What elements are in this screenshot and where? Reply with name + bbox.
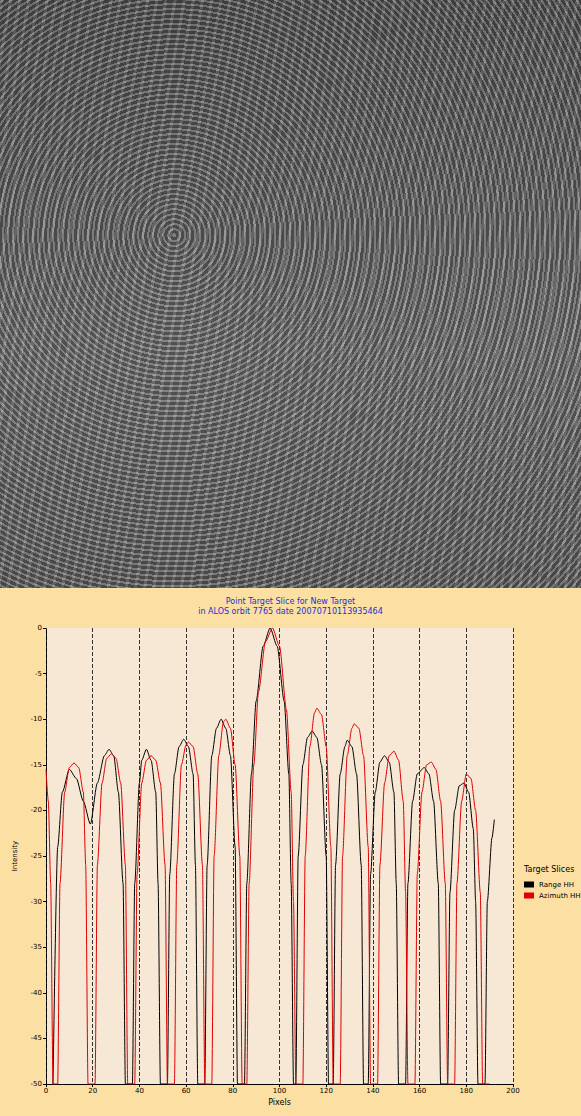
svg-text:-20: -20 [31,806,42,814]
svg-text:-10: -10 [31,715,42,723]
svg-text:180: 180 [460,1087,473,1095]
svg-text:20: 20 [88,1087,97,1095]
svg-text:-35: -35 [31,943,42,951]
svg-text:80: 80 [228,1087,237,1095]
svg-text:60: 60 [182,1087,191,1095]
svg-text:Point Target Slice for New Tar: Point Target Slice for New Target [226,597,355,606]
svg-text:160: 160 [413,1087,426,1095]
svg-text:120: 120 [320,1087,333,1095]
svg-text:-25: -25 [31,852,42,860]
svg-text:40: 40 [135,1087,144,1095]
svg-text:0: 0 [38,624,42,632]
svg-text:-50: -50 [31,1080,42,1088]
svg-text:Azimuth HH: Azimuth HH [539,892,581,900]
svg-text:200: 200 [506,1087,519,1095]
svg-text:100: 100 [273,1087,286,1095]
svg-text:-40: -40 [31,989,42,997]
svg-text:Target Slices: Target Slices [523,865,574,874]
svg-text:Intensity: Intensity [11,841,19,871]
svg-text:in ALOS orbit 7765 date 200707: in ALOS orbit 7765 date 2007071011393546… [198,607,383,616]
svg-text:-5: -5 [35,670,42,678]
svg-text:Range HH: Range HH [539,881,574,889]
svg-text:140: 140 [366,1087,379,1095]
svg-text:0: 0 [44,1087,48,1095]
svg-text:Pixels: Pixels [268,1098,291,1107]
svg-text:-45: -45 [31,1034,42,1042]
svg-text:-15: -15 [31,761,42,769]
svg-text:-30: -30 [31,898,42,906]
